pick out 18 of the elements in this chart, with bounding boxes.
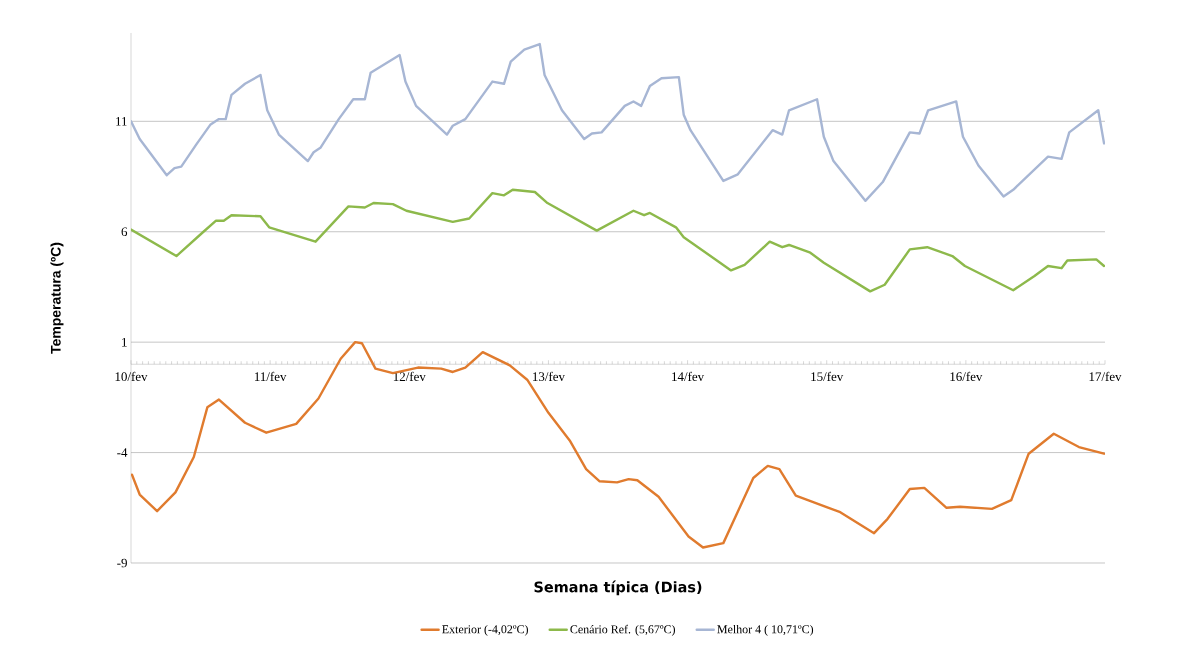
y-tick-label: -9 bbox=[117, 558, 127, 568]
x-tick-label: 10/fev bbox=[115, 371, 148, 382]
y-tick-label: -4 bbox=[117, 448, 128, 457]
y-tick-label: 11 bbox=[116, 117, 127, 126]
x-tick-label: 11/fev bbox=[254, 371, 287, 382]
x-tick-label: 14/fev bbox=[672, 371, 705, 382]
legend-label: Cenário Ref. (5,67ºC) bbox=[570, 624, 676, 636]
x-tick-label: 15/fev bbox=[811, 371, 844, 382]
legend-label: Melhor 4 ( 10,71ºC) bbox=[717, 624, 814, 636]
x-tick-label: 16/fev bbox=[950, 371, 983, 382]
x-axis-title: Semana típica (Dias) bbox=[534, 580, 702, 596]
x-tick-label: 12/fev bbox=[393, 371, 426, 382]
x-tick-label: 13/fev bbox=[533, 371, 565, 382]
y-axis-title: Temperatura (ºC) bbox=[50, 242, 64, 354]
legend-label: Exterior (-4,02ºC) bbox=[442, 624, 528, 636]
y-tick-label: 1 bbox=[122, 337, 127, 347]
y-tick-label: 6 bbox=[121, 227, 128, 237]
x-tick-label: 17/fev bbox=[1089, 371, 1122, 382]
